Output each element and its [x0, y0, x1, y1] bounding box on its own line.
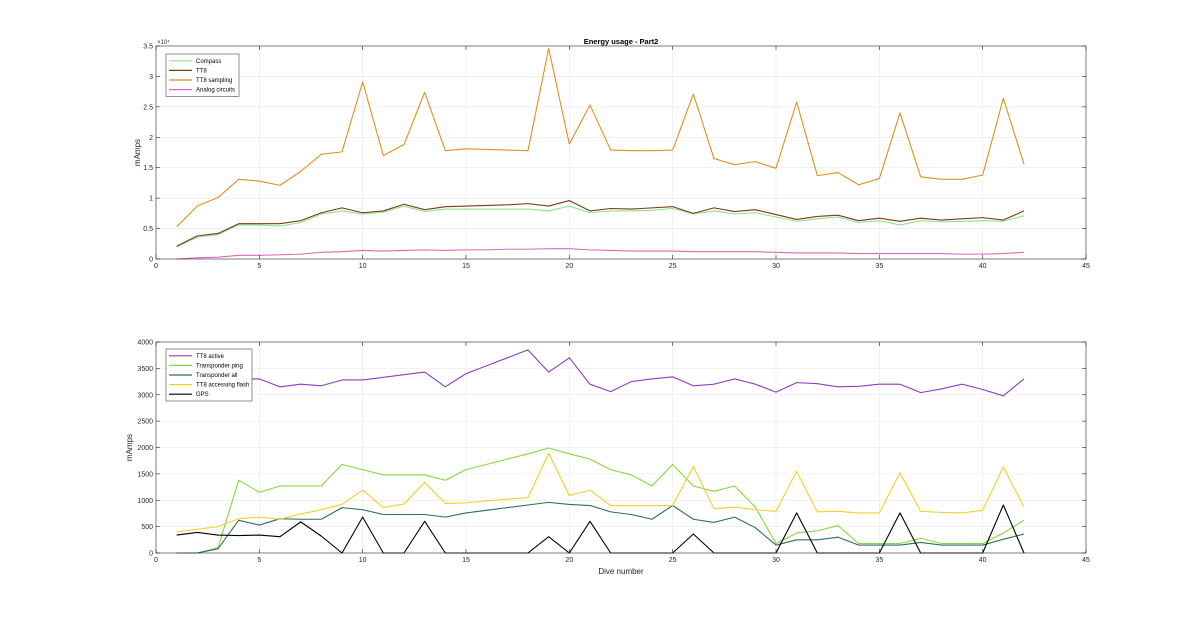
top-y-axis-label: mAmps [133, 139, 142, 166]
series-line-transponder-all [176, 501, 1025, 554]
bottom-x-tick-label: 30 [772, 557, 780, 564]
series-line-tt8 [176, 200, 1025, 247]
bottom-y-tick-label: 2000 [137, 445, 153, 452]
series-line-tt8-accessing-flash [176, 452, 1025, 533]
top-chart-title: Energy usage - Part2 [584, 37, 659, 46]
bottom-x-tick-label: 15 [462, 557, 470, 564]
legend-entry-gps: GPS [196, 392, 209, 398]
bottom-y-tick-label: 4000 [137, 340, 153, 347]
bottom-axes: 0 5 10 15 20 25 30 35 40 45 0 500 1000 1500 2000 2500 30… [125, 340, 1090, 577]
series-line-compass [176, 205, 1025, 248]
legend-entry-analog-circuits: Analog circuits [196, 88, 235, 94]
series-line-tt8-sampling [176, 47, 1025, 228]
top-y-tick-label: 1.5 [143, 165, 153, 172]
bottom-y-tick-label: 0 [149, 551, 153, 558]
bottom-x-tick-label: 25 [669, 557, 677, 564]
top-x-tick-label: 10 [359, 263, 367, 270]
bottom-x-axis-label: Dive number [598, 567, 644, 576]
top-axes: 0 5 10 15 20 25 30 35 40 45 0 0.5 1 1.5 2 2.5 3 3.5 Compa… [133, 37, 1090, 270]
bottom-y-axis-label: mAmps [125, 434, 134, 461]
series-line-gps [176, 504, 1025, 554]
bottom-y-tick-label: 1000 [137, 498, 153, 505]
bottom-x-tick-label: 20 [565, 557, 573, 564]
legend-entry-compass: Compass [196, 59, 221, 65]
top-y-exponent: ×10⁴ [157, 39, 170, 46]
top-x-tick-label: 15 [462, 263, 470, 270]
legend-entry-tt8-accessing-flash: TT8 accessing flash [196, 383, 249, 389]
bottom-x-tick-label: 0 [154, 557, 158, 564]
top-x-tick-label: 25 [669, 263, 677, 270]
bottom-x-tick-label: 5 [257, 557, 261, 564]
top-plot-area [156, 46, 1086, 259]
legend-entry-transponder-all: Transponder all [196, 373, 237, 379]
bottom-y-tick-label: 3000 [137, 392, 153, 399]
legend-entry-transponder-ping: Transponder ping [196, 363, 243, 369]
series-line-transponder-ping [176, 447, 1025, 554]
series-line-tt8-active [176, 349, 1025, 399]
legend-entry-tt8-active: TT8 active [196, 354, 225, 360]
top-x-tick-label: 40 [979, 263, 987, 270]
bottom-y-tick-label: 500 [141, 524, 153, 531]
top-y-tick-label: 2.5 [143, 104, 153, 111]
top-y-tick-label: 1 [149, 196, 153, 203]
bottom-y-tick-label: 1500 [137, 471, 153, 478]
bottom-x-tick-label: 45 [1082, 557, 1090, 564]
top-axes-box [155, 45, 1087, 260]
bottom-x-tick-label: 10 [359, 557, 367, 564]
bottom-x-tick-label: 40 [979, 557, 987, 564]
top-x-tick-label: 0 [154, 263, 158, 270]
top-x-tick-label: 20 [565, 263, 573, 270]
legend-entry-tt8: TT8 [196, 68, 207, 74]
top-y-tick-label: 2 [149, 135, 153, 142]
top-x-tick-label: 35 [875, 263, 883, 270]
bottom-x-tick-label: 35 [875, 557, 883, 564]
top-y-tick-label: 3.5 [143, 44, 153, 51]
top-x-tick-label: 5 [257, 263, 261, 270]
bottom-y-tick-label: 3500 [137, 366, 153, 373]
series-line-analog-circuits [176, 248, 1025, 260]
bottom-y-tick-label: 2500 [137, 419, 153, 426]
top-y-tick-label: 0.5 [143, 226, 153, 233]
top-y-tick-label: 0 [149, 257, 153, 264]
legend-entry-tt8-sampling: TT8 sampling [196, 78, 232, 84]
top-x-tick-label: 30 [772, 263, 780, 270]
top-x-tick-label: 45 [1082, 263, 1090, 270]
top-y-tick-label: 3 [149, 74, 153, 81]
